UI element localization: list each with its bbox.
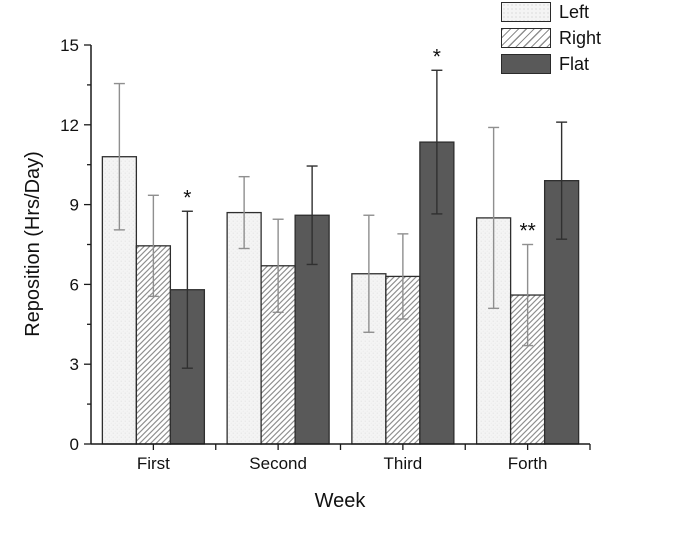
legend-swatch-left-icon [501,2,551,22]
x-axis-title: Week [315,490,367,512]
legend-item-right: Right [501,28,601,48]
x-tick-label: Forth [508,454,548,473]
legend-label-left: Left [559,2,590,22]
legend-label-flat: Flat [559,54,590,74]
significance-marker-first-flat: * [183,186,191,209]
legend-item-left: Left [501,2,601,22]
significance-marker-forth-right: ** [519,220,535,243]
significance-marker-third-flat: * [433,45,441,68]
legend-swatch-right-icon [501,28,551,48]
y-tick-label: 3 [70,355,79,374]
y-axis-title: Reposition (Hrs/Day) [22,151,44,337]
bar-left-second [226,211,262,445]
y-tick-label: 15 [60,36,79,55]
legend-label-right: Right [559,28,602,48]
legend: Left Right Flat [501,2,601,74]
y-tick-label: 0 [70,435,79,454]
x-tick-label: Third [384,454,423,473]
x-tick-label: First [137,454,170,473]
y-tick-label: 6 [70,275,79,294]
legend-swatch-flat-icon [501,54,551,74]
legend-item-flat: Flat [501,54,601,74]
y-tick-label: 12 [60,116,79,135]
y-tick-label: 9 [70,196,79,215]
x-tick-label: Second [249,454,307,473]
